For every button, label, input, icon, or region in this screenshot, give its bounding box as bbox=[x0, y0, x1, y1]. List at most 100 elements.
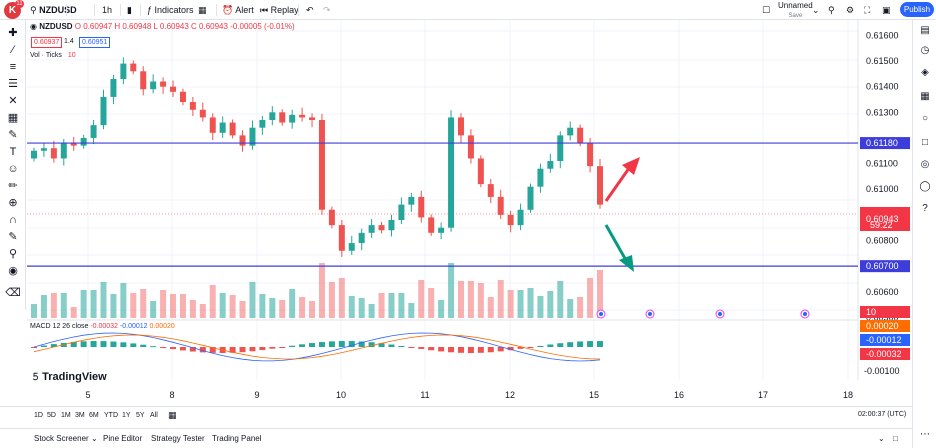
legend-symbol: NZDUSD bbox=[39, 22, 73, 31]
lines-icon[interactable]: ☰ bbox=[8, 78, 18, 90]
layout-checkbox[interactable]: ☐ bbox=[762, 3, 770, 17]
time-tick-label: 9 bbox=[254, 390, 259, 400]
tab-stock-screener[interactable]: Stock Screener ⌄ bbox=[34, 434, 98, 443]
price-axis[interactable]: 0.61600 0.61500 0.61400 0.61300 0.61100 0.610… bbox=[860, 30, 910, 376]
replay-label: Replay bbox=[270, 5, 299, 15]
lock-icon[interactable]: ⚲ bbox=[8, 248, 18, 260]
help-icon[interactable]: ? bbox=[922, 203, 928, 214]
candle-body bbox=[199, 109, 206, 118]
time-axis[interactable]: 5 8 9 10 11 12 15 16 17 18 bbox=[85, 309, 853, 400]
range-ytd[interactable]: YTD bbox=[104, 412, 118, 419]
macd-histogram-bar bbox=[418, 347, 425, 349]
layout-name-button[interactable]: Unnamed Save bbox=[778, 1, 813, 19]
range-5y[interactable]: 5Y bbox=[136, 412, 145, 419]
candle-body bbox=[527, 186, 534, 210]
eye-icon[interactable]: ◉ bbox=[30, 22, 37, 31]
calendar-icon[interactable]: ▦ bbox=[920, 91, 930, 102]
volume-bar bbox=[209, 285, 216, 318]
magnet-icon[interactable]: ∩ bbox=[9, 214, 17, 226]
maximize-panel-icon[interactable]: □ bbox=[893, 434, 898, 443]
notifications-icon[interactable]: ◯ bbox=[919, 181, 931, 192]
settings-button[interactable]: ⚙ bbox=[846, 3, 854, 17]
eye-icon[interactable]: ◉ bbox=[8, 265, 18, 277]
more-icon[interactable]: ⋯ bbox=[920, 429, 930, 440]
horizontal-lines[interactable] bbox=[27, 142, 858, 267]
direction-arrows bbox=[604, 157, 640, 272]
macd-histogram-bar bbox=[199, 347, 206, 353]
range-5d[interactable]: 5D bbox=[47, 412, 56, 419]
time-tick-label: 16 bbox=[674, 390, 684, 400]
trendline-icon[interactable]: ∕ bbox=[12, 44, 14, 56]
alert-button[interactable]: ⏰ Alert bbox=[222, 3, 254, 17]
lock-drawings-icon[interactable]: ✎ bbox=[8, 231, 18, 243]
goto-date-icon[interactable]: ▦ bbox=[168, 410, 177, 420]
alerts-icon[interactable]: ◷ bbox=[920, 45, 930, 56]
range-6m[interactable]: 6M bbox=[89, 412, 99, 419]
watchlist-icon[interactable]: ▤ bbox=[920, 25, 930, 36]
tab-pine-editor[interactable]: Pine Editor bbox=[103, 434, 143, 443]
candle-body bbox=[31, 150, 37, 159]
volume-bar bbox=[60, 293, 67, 318]
range-1y[interactable]: 1Y bbox=[122, 412, 131, 419]
volume-bar bbox=[428, 288, 435, 318]
range-1d[interactable]: 1D bbox=[34, 412, 43, 419]
fullscreen-button[interactable]: ⛶ bbox=[864, 3, 870, 17]
streams-icon[interactable]: ◎ bbox=[920, 159, 930, 170]
pattern-icon[interactable]: ✕ bbox=[8, 95, 18, 107]
macd-histogram-bar bbox=[467, 347, 474, 353]
emoji-icon[interactable]: ☺ bbox=[7, 163, 19, 175]
ideas-icon[interactable]: ○ bbox=[921, 113, 929, 124]
candle-body bbox=[487, 184, 494, 197]
macd-legend: MACD 12 26 close -0.00032 -0.00012 0.000… bbox=[30, 323, 175, 330]
brush-icon[interactable]: ✎ bbox=[8, 129, 18, 141]
quick-search-button[interactable]: ⚲ bbox=[828, 3, 835, 17]
templates-button[interactable]: ▦ bbox=[198, 3, 207, 17]
up-arrow-head bbox=[622, 157, 640, 175]
indicators-button[interactable]: ƒ Indicators bbox=[147, 3, 194, 17]
range-1m[interactable]: 1M bbox=[61, 412, 71, 419]
candle-body bbox=[40, 148, 47, 151]
candle-body bbox=[189, 102, 196, 110]
candle-body bbox=[100, 96, 107, 126]
redo-button[interactable]: ↷ bbox=[323, 3, 331, 17]
ruler-icon[interactable]: ✏ bbox=[8, 180, 18, 192]
volume-bar bbox=[170, 294, 177, 318]
publish-button[interactable]: Publish bbox=[900, 2, 934, 17]
chevron-down-icon: ⌄ bbox=[90, 434, 98, 443]
zoom-in-icon[interactable]: ⊕ bbox=[8, 197, 18, 209]
replay-button[interactable]: ⏮ Replay bbox=[260, 3, 299, 17]
layers-icon[interactable]: ◈ bbox=[921, 67, 929, 78]
chart-type-button[interactable]: ▮ bbox=[127, 3, 132, 17]
tradingview-logo[interactable]: 𝟻 TradingView bbox=[32, 371, 107, 384]
volume-bar bbox=[249, 282, 256, 318]
fib-icon[interactable]: ≡ bbox=[9, 61, 17, 73]
projection-icon[interactable]: ▦ bbox=[7, 112, 19, 124]
macd-line-value: -0.00012 bbox=[119, 323, 148, 330]
interval-button[interactable]: 1h bbox=[102, 5, 113, 15]
tab-trading-panel[interactable]: Trading Panel bbox=[212, 434, 262, 443]
tab-strategy-tester[interactable]: Strategy Tester bbox=[151, 434, 205, 443]
snapshot-button[interactable]: ▣ bbox=[882, 3, 891, 17]
macd-histogram-bar bbox=[110, 341, 117, 347]
undo-button[interactable]: ↶ bbox=[306, 3, 314, 17]
layout-menu-button[interactable]: ⌄ bbox=[812, 3, 820, 17]
chat-icon[interactable]: □ bbox=[921, 137, 929, 148]
time-tick-label: 17 bbox=[758, 390, 768, 400]
search-icon: ⚲ bbox=[828, 5, 835, 15]
utc-clock[interactable]: 02:00:37 (UTC) bbox=[858, 411, 907, 418]
symbol-search-button[interactable]: ⚲ NZDUSD bbox=[30, 3, 77, 17]
range-3m[interactable]: 3M bbox=[75, 412, 85, 419]
text-icon[interactable]: T bbox=[9, 146, 17, 158]
crosshair-icon[interactable]: ✚ bbox=[8, 27, 18, 39]
sell-price-box[interactable]: 0.60937 bbox=[31, 37, 63, 48]
trash-icon[interactable]: ⌫ bbox=[5, 287, 21, 299]
volume-bar bbox=[309, 301, 316, 318]
volume-bar bbox=[348, 296, 355, 318]
macd-signal-value: 0.00020 bbox=[149, 323, 175, 330]
range-all[interactable]: All bbox=[150, 412, 158, 419]
buy-price-box[interactable]: 0.60951 bbox=[79, 37, 111, 48]
macd-histogram-bar bbox=[279, 347, 286, 348]
volume-value: 10 bbox=[67, 52, 76, 59]
collapse-panel-icon[interactable]: ⌄ bbox=[878, 434, 885, 443]
